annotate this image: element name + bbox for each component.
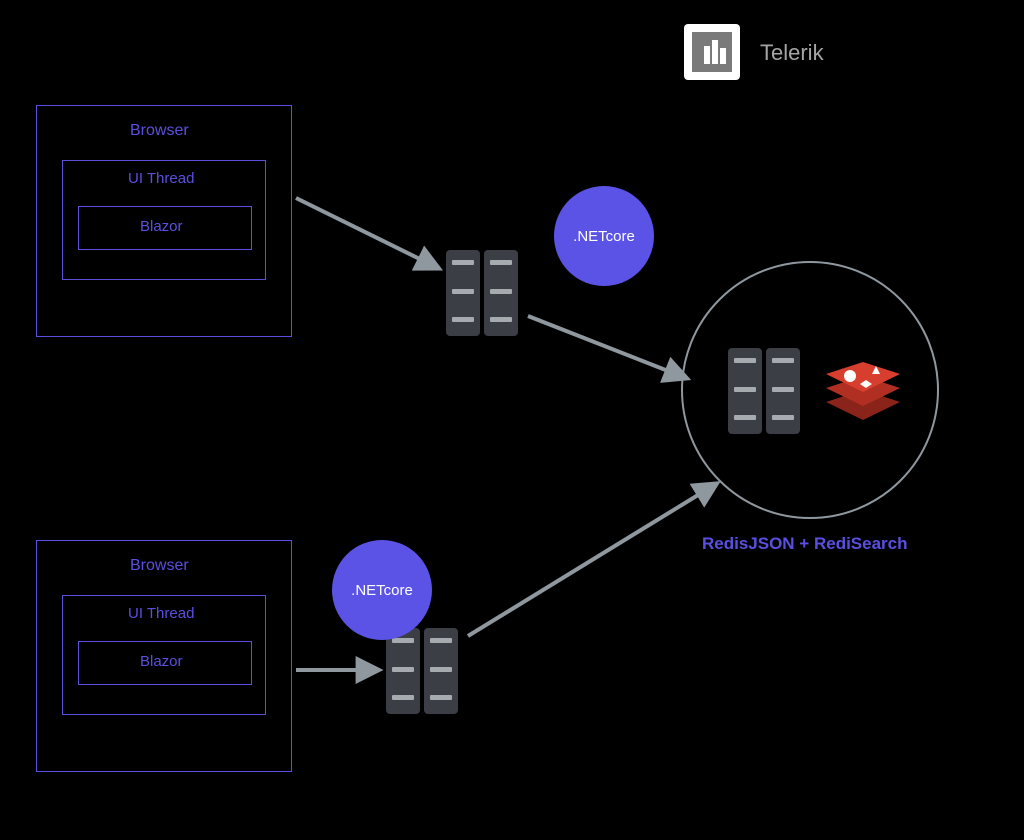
redis-label: RedisJSON + RediSearch [702,534,908,554]
browser2-blazor-title: Blazor [140,653,183,670]
arrow-server1-to-redis [528,316,686,378]
netcore1-circle: .NETcore [554,186,654,286]
netcore1-label: .NETcore [573,228,635,245]
telerik-badge [684,24,740,80]
browser1-blazor-title: Blazor [140,218,183,235]
netcore2-circle: .NETcore [332,540,432,640]
browser1-title: Browser [130,122,189,140]
browser1-uithread-title: UI Thread [128,170,194,187]
server2-icon [386,628,458,714]
redis-server-icon [728,348,800,434]
netcore2-label: .NETcore [351,582,413,599]
telerik-icon [692,32,732,72]
browser2-title: Browser [130,557,189,575]
browser2-uithread-title: UI Thread [128,605,194,622]
server1-icon [446,250,518,336]
telerik-label: Telerik [760,40,824,66]
redis-cube-icon [818,340,908,435]
arrow-browser1-to-server1 [296,198,438,268]
